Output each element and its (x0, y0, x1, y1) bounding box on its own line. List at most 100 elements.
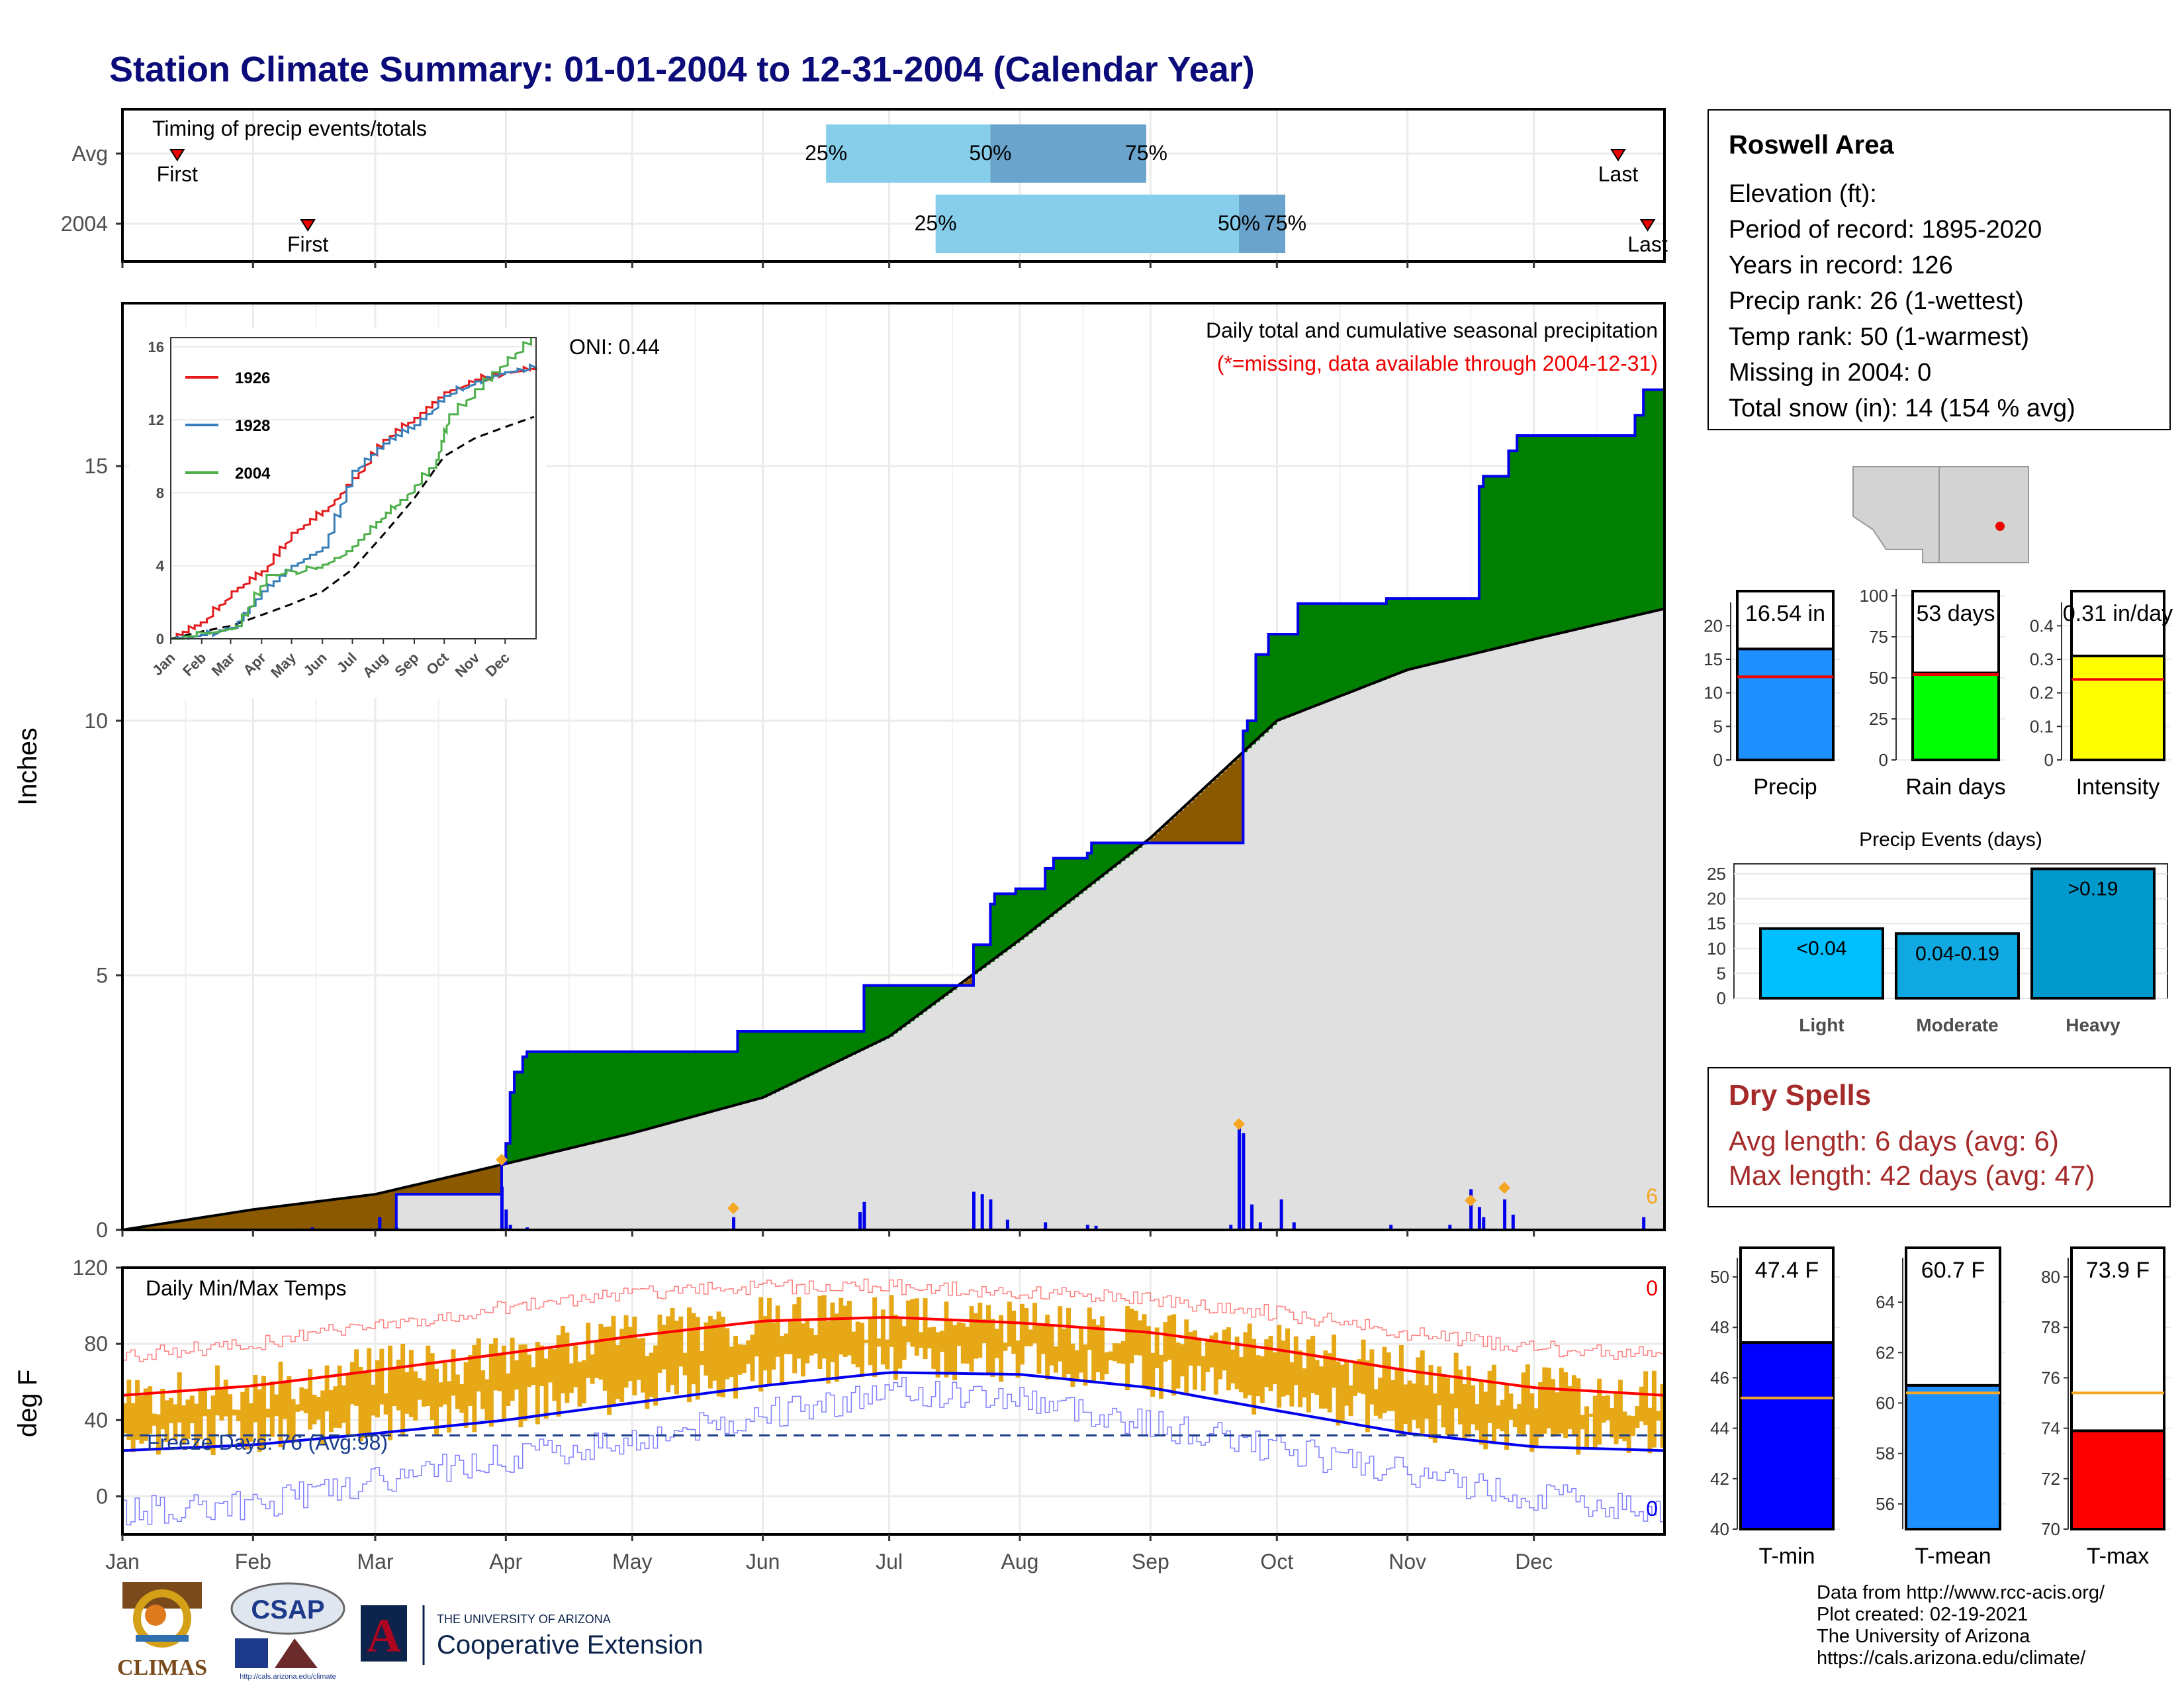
temp-daily-bar (691, 1313, 696, 1385)
temp-panel-title: Daily Min/Max Temps (146, 1276, 346, 1300)
temp-daily-bar (1361, 1339, 1366, 1395)
temp-daily-bar (944, 1301, 949, 1378)
temp-daily-bar (236, 1409, 241, 1422)
temp-daily-bar (1424, 1385, 1430, 1419)
temp-daily-bar (999, 1315, 1004, 1382)
temp-daily-bar (700, 1350, 705, 1366)
record-max-line (122, 1278, 1664, 1362)
temp-daily-bar (1066, 1307, 1071, 1374)
month-tick-label: May (612, 1550, 652, 1573)
precip-monthly-max-marker (1498, 1182, 1511, 1194)
events-category-label: Heavy (2066, 1015, 2120, 1035)
temp-daily-bar (543, 1358, 549, 1419)
temp-daily-bar (923, 1298, 928, 1360)
temp-daily-bar (1336, 1361, 1341, 1426)
temp-daily-bar (598, 1323, 604, 1380)
temp-daily-bar (1441, 1374, 1446, 1428)
precip-average-line (122, 607, 1665, 1231)
bar-panel-tick-label: 0.3 (2030, 649, 2054, 669)
temp-daily-bar (1512, 1409, 1518, 1428)
temp-daily-bar (316, 1397, 321, 1420)
temp-daily-bar (282, 1381, 287, 1419)
temp-daily-bar (232, 1409, 237, 1416)
precip-daily-bar (989, 1199, 993, 1230)
dry-spells-max: Max length: 42 days (avg: 47) (1729, 1160, 2095, 1191)
temp-daily-bar (1007, 1301, 1012, 1347)
bar-panel-tick-label: 0 (2044, 750, 2054, 770)
timing-p25-label: 25% (915, 211, 957, 235)
oni-label: ONI: 0.44 (569, 335, 660, 359)
temp-daily-bar (1003, 1342, 1008, 1351)
footer-credits: Data from http://www.rcc-acis.org/ Plot … (1817, 1582, 2105, 1669)
temp-daily-bar (1631, 1415, 1636, 1436)
temp-daily-bar (1083, 1344, 1088, 1386)
temp-daily-bar (1517, 1403, 1522, 1434)
temp-daily-bar (1272, 1352, 1277, 1385)
inset-y-tick-label: 16 (148, 339, 164, 355)
temp-frame (121, 1266, 1666, 1536)
temp-daily-bar (666, 1316, 671, 1393)
temp-daily-bar (493, 1338, 498, 1391)
timing-bar-25-50 (826, 124, 991, 183)
timing-p25-label: 25% (805, 141, 847, 165)
month-tick-label: Feb (235, 1550, 271, 1573)
temp-daily-bar (1428, 1365, 1433, 1439)
temp-daily-bar (1024, 1308, 1029, 1346)
temp-daily-bar (1622, 1411, 1627, 1442)
events-category-label: Light (1799, 1015, 1844, 1035)
temp-daily-bar (510, 1337, 515, 1401)
events-category-label: Moderate (1916, 1015, 1998, 1035)
temp-daily-bar (956, 1322, 962, 1346)
temp-daily-bar (1179, 1344, 1185, 1377)
temp-daily-bar (1142, 1314, 1147, 1388)
temp-daily-bar (707, 1315, 713, 1389)
precip-daily-bar (1094, 1225, 1098, 1230)
temp-daily-bar (914, 1298, 919, 1356)
temp-daily-bar (1159, 1354, 1164, 1399)
temp-daily-bar (1091, 1319, 1097, 1382)
temp-daily-bar (981, 1319, 987, 1344)
temp-daily-bar (1019, 1303, 1024, 1365)
timing-bar-50-75 (1239, 195, 1286, 253)
bar-panel-tick-label: 5 (1713, 716, 1723, 736)
temp-daily-bar (762, 1315, 768, 1371)
temp-daily-bar (257, 1389, 262, 1452)
bar-panel-category-label: Precip (1753, 774, 1817, 800)
temp-y-tick-label: 0 (96, 1484, 108, 1508)
bar-panel-tick-label: 80 (2041, 1267, 2060, 1287)
temp-daily-bar (653, 1345, 659, 1406)
temp-daily-bar (269, 1382, 275, 1437)
temp-daily-bar (1529, 1393, 1535, 1452)
events-bar-label: <0.04 (1797, 938, 1847, 960)
bar-panel-tick-label: 15 (1704, 649, 1723, 669)
temp-daily-bar (767, 1297, 772, 1384)
timing-p75-label: 75% (1264, 211, 1306, 235)
temp-daily-bar (501, 1345, 506, 1422)
temp-daily-bar (1120, 1341, 1126, 1364)
temp-daily-bar (674, 1321, 679, 1395)
inset-legend-label: 1926 (235, 369, 270, 387)
temp-daily-bar (421, 1380, 426, 1407)
bar-panel-category-label: Rain days (1905, 774, 2005, 800)
temp-daily-bar (1298, 1350, 1303, 1407)
temp-daily-bar (367, 1348, 372, 1437)
timing-row-label: Avg (71, 142, 108, 165)
timing-bar-50-75 (990, 124, 1146, 183)
temp-daily-bar (1340, 1364, 1345, 1423)
temp-daily-bar (408, 1350, 414, 1417)
temperature-bar-panels: 40 42 44 46 48 50 47.4 F T-min 56 58 60 62 64 60.7 F T… (1710, 1246, 2171, 1569)
temp-daily-bar (952, 1325, 958, 1381)
temp-daily-bar (1264, 1339, 1269, 1387)
precip-daily-bar (504, 1209, 508, 1230)
temp-daily-bar (1416, 1357, 1421, 1429)
temp-daily-bar (1116, 1343, 1122, 1364)
temp-daily-bar (308, 1369, 313, 1430)
temp-daily-bar (1357, 1359, 1362, 1393)
temp-daily-bar (1146, 1326, 1151, 1390)
timing-first-marker (300, 219, 316, 232)
temp-daily-bar (451, 1349, 456, 1396)
bar-panel-tick-label: 40 (1710, 1519, 1729, 1539)
temp-daily-bar (552, 1349, 557, 1401)
bar-panel-category-label: T-min (1759, 1544, 1815, 1569)
